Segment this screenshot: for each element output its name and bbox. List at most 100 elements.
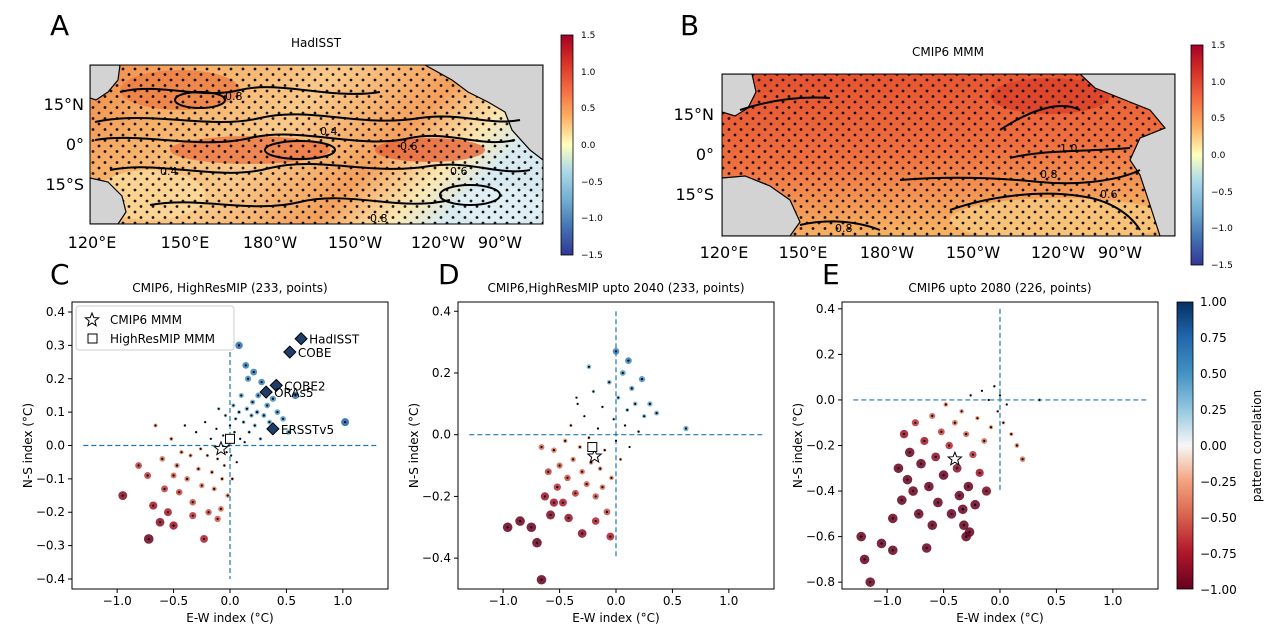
data-point-center (268, 421, 271, 424)
contour-label: 0.8 (835, 222, 853, 235)
x-tick-label: −0.5 (929, 594, 958, 608)
x-axis-label: E-W index (°C) (956, 611, 1044, 625)
x-axis-label: E-W index (°C) (572, 611, 660, 625)
data-point-center (535, 541, 539, 544)
data-point-center (585, 482, 588, 486)
data-point-center (183, 424, 186, 427)
data-point-center (152, 504, 155, 507)
y-tick-label: −0.6 (806, 530, 835, 544)
data-point-center (239, 437, 242, 440)
data-point-center (266, 404, 269, 407)
cbar-tick: 0.75 (1200, 331, 1227, 345)
data-point-center (216, 517, 219, 521)
highresmip-mmm-square (587, 442, 598, 453)
data-point-center (195, 431, 198, 434)
data-point-center (237, 344, 241, 347)
y-tick-label: −0.4 (806, 484, 835, 498)
land-a-australia (90, 177, 127, 224)
lon-tick-a: 150°W (328, 233, 383, 252)
data-point-center (1005, 403, 1008, 406)
data-point-center (902, 433, 906, 436)
data-point-center (931, 524, 934, 527)
lat-tick-b: 15°S (675, 185, 714, 204)
x-tick-label: 1.0 (719, 594, 738, 608)
scatter-e: CMIP6 upto 2080 (226, points) −1.0 −0.5 0.0… (791, 281, 1159, 625)
lon-tick-a: 120°E (68, 233, 117, 252)
y-tick-label: 0.4 (46, 305, 65, 319)
lon-tick-a: 150°E (161, 233, 210, 252)
panel-b-title: CMIP6 MMM (912, 45, 984, 59)
x-tick-label: −1.0 (103, 594, 132, 608)
cbar-tick: −1.00 (1200, 583, 1237, 597)
panel-letter-a: A (50, 9, 69, 42)
data-point-center (601, 486, 604, 489)
colorbar-pattern-ticks: 1.00 0.75 0.50 0.25 0.00 −0.25 −0.50 −0.… (1200, 295, 1237, 597)
data-point-center (989, 426, 993, 429)
data-point-center (931, 414, 934, 417)
data-point-center (255, 411, 259, 414)
x-tick-label: −0.5 (159, 594, 188, 608)
lon-tick-b: 150°W (946, 243, 1001, 262)
data-point-center (623, 424, 627, 427)
cbar-tick: −1.5 (581, 251, 603, 261)
data-point-center (960, 410, 963, 413)
reference-label: COBE2 (284, 379, 325, 393)
lon-tick-b: 90°W (1098, 243, 1142, 262)
data-point-center (628, 445, 631, 449)
contour-label: 0.6 (1100, 188, 1118, 201)
data-point-center (552, 501, 556, 504)
data-point-center (204, 421, 207, 424)
data-point-center (1010, 433, 1013, 436)
cbar-tick: −1.0 (581, 214, 603, 224)
data-point-center (569, 424, 572, 427)
data-point-center (617, 396, 620, 399)
data-point-center (252, 370, 255, 374)
reference-diamond (269, 378, 283, 393)
data-point-center (908, 451, 911, 454)
cbar-tick: −0.50 (1200, 511, 1237, 525)
data-point-center (581, 470, 584, 473)
reference-label: ERSSTv5 (281, 423, 334, 437)
data-point-center (276, 411, 279, 414)
data-point-center (897, 467, 900, 470)
y-axis-label: N-S index (°C) (791, 403, 805, 488)
data-point-center (248, 431, 251, 434)
data-point-center (207, 511, 210, 514)
data-point-center (993, 385, 996, 388)
data-point-center (576, 402, 579, 405)
legend-star-icon (83, 311, 101, 327)
y-tick-label: 0.0 (46, 439, 65, 453)
reference-diamond (283, 345, 297, 359)
lon-tick-a: 120°W (411, 233, 466, 252)
y-tick-label: −0.2 (36, 505, 65, 519)
data-point-center (213, 487, 216, 490)
cbar-tick: 0.00 (1200, 439, 1227, 453)
data-point-center (186, 477, 189, 480)
data-point-center (985, 489, 988, 493)
data-point-center (1015, 444, 1019, 447)
data-point-center (242, 421, 245, 424)
data-point-center (251, 401, 254, 404)
data-point-center (927, 485, 931, 488)
data-point-center (575, 396, 578, 399)
contour-label: 1.0 (1060, 142, 1078, 155)
data-point-center (166, 511, 170, 514)
data-point-center (969, 394, 972, 397)
y-tick-label: 0.0 (432, 428, 451, 442)
data-point-center (552, 449, 556, 452)
data-point-center (934, 455, 937, 458)
data-point-center (880, 542, 883, 545)
cbar-tick: 1.5 (581, 31, 595, 41)
reference-diamond (294, 332, 308, 346)
y-tick-label: 0.2 (46, 372, 65, 386)
land-a-asia (90, 65, 121, 101)
data-point-center (209, 437, 212, 440)
y-tick-label: −0.3 (36, 539, 65, 553)
data-point-center (619, 458, 622, 461)
cbar-tick: 0.25 (1200, 403, 1227, 417)
data-point-center (567, 516, 570, 520)
data-point-center (180, 451, 183, 454)
data-point-center (912, 489, 915, 493)
data-point-center (245, 407, 249, 410)
data-point-center (634, 402, 637, 405)
